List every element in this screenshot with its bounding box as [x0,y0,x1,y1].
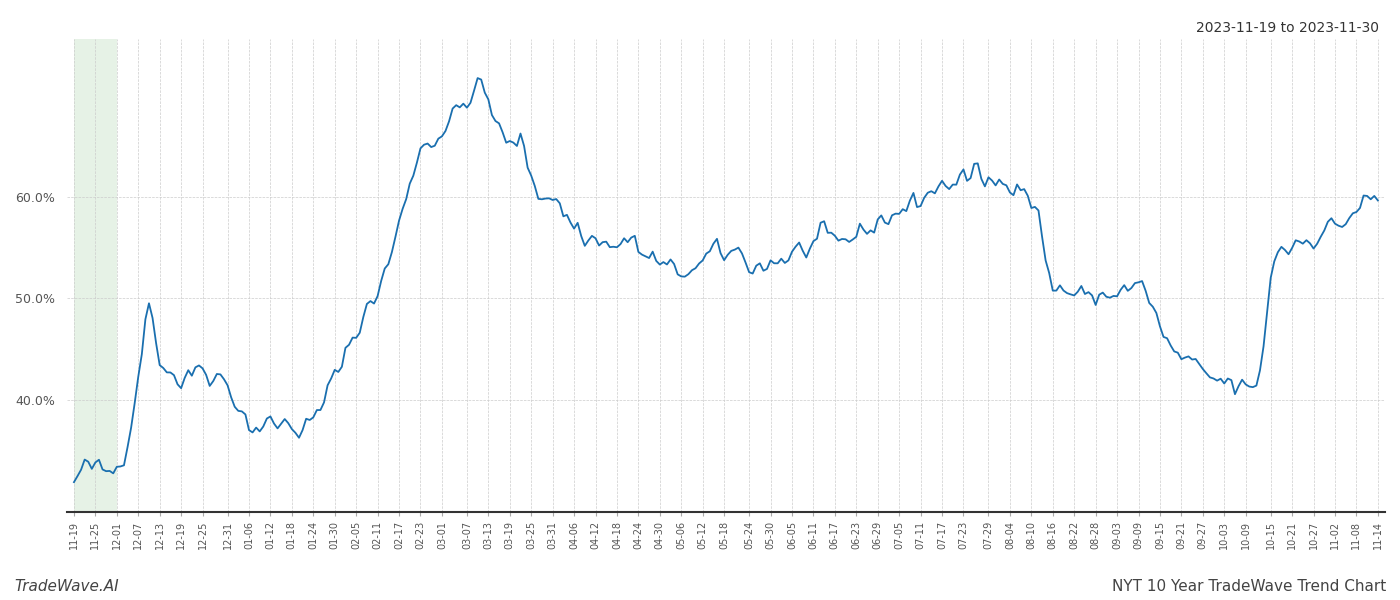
Text: TradeWave.AI: TradeWave.AI [14,579,119,594]
Bar [74,39,116,512]
Text: NYT 10 Year TradeWave Trend Chart: NYT 10 Year TradeWave Trend Chart [1112,579,1386,594]
Text: 2023-11-19 to 2023-11-30: 2023-11-19 to 2023-11-30 [1196,21,1379,35]
